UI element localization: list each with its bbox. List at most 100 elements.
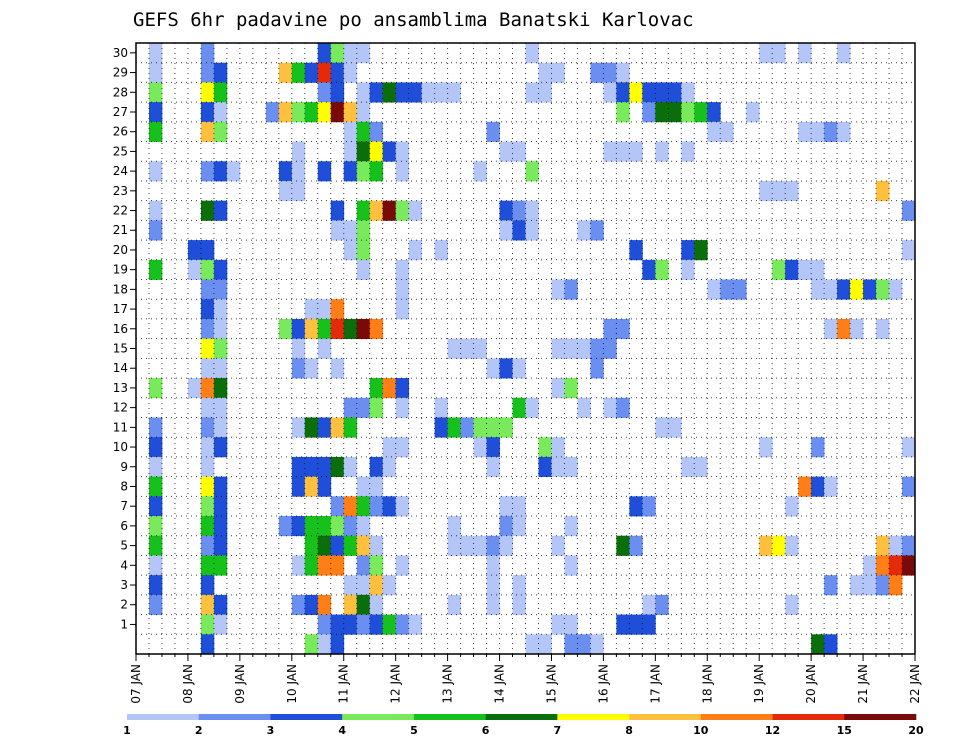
colorbar-label: 10 [693, 724, 709, 737]
precip-cell [291, 417, 306, 438]
y-tick-label: 20 [113, 243, 128, 257]
precip-cell [629, 496, 643, 517]
y-tick-label: 21 [113, 223, 128, 237]
precip-cell [317, 338, 332, 359]
precip-cell [356, 102, 371, 123]
precip-cell [356, 594, 371, 615]
precip-cell [616, 102, 630, 123]
precip-cell [772, 259, 786, 280]
colorbar-label: 4 [338, 724, 346, 737]
precip-cell [213, 62, 228, 83]
precip-cell [577, 634, 591, 655]
precip-cell [512, 358, 526, 379]
precip-cell [291, 456, 306, 478]
precip-cell [356, 161, 371, 182]
precip-cell [395, 161, 410, 182]
precip-cell [369, 318, 384, 340]
precip-cell [291, 180, 306, 202]
precip-cell [681, 82, 695, 103]
precip-cell [824, 575, 838, 596]
precip-cell [564, 614, 578, 635]
precip-cell [434, 397, 448, 418]
precip-cell [317, 43, 332, 64]
precip-cell [148, 259, 163, 280]
precip-cell [148, 437, 163, 458]
precip-cell [655, 417, 669, 438]
precip-cell [330, 43, 345, 64]
precip-cell [200, 594, 215, 615]
precip-cell [811, 279, 825, 300]
precip-cell [564, 516, 578, 537]
precip-cell [369, 82, 384, 103]
precip-cell [824, 121, 838, 142]
precip-cell [486, 535, 500, 556]
y-tick-label: 6 [120, 519, 128, 533]
precip-cell [317, 102, 332, 123]
precip-cell [395, 437, 410, 458]
precip-cell [902, 240, 916, 261]
precip-cell [811, 476, 825, 497]
precip-cell [330, 102, 345, 123]
precip-cell [395, 496, 410, 517]
precip-cell [473, 437, 487, 458]
precip-cell [343, 62, 358, 83]
precip-cell [447, 82, 461, 103]
precip-cell [616, 318, 630, 340]
precip-cell [512, 496, 526, 517]
precip-cell [291, 476, 306, 497]
precip-cell [746, 102, 760, 123]
precip-cell [200, 614, 215, 635]
precip-cell [837, 121, 851, 142]
precip-cell [213, 594, 228, 615]
precip-cell [499, 358, 513, 379]
precip-cell [291, 161, 306, 182]
precip-cell [551, 62, 565, 83]
precip-cell [798, 259, 812, 280]
precip-cell [590, 220, 604, 241]
precip-cell [265, 102, 280, 123]
precip-cell [590, 634, 604, 655]
precip-cell [304, 555, 319, 576]
precip-cell [343, 397, 358, 418]
precip-cell [213, 535, 228, 556]
precip-cell [603, 338, 617, 359]
precip-cell [408, 200, 423, 221]
precip-cell [213, 555, 228, 576]
colorbar-swatch [127, 714, 200, 720]
y-tick-label: 7 [120, 499, 128, 513]
precip-cell [317, 82, 332, 103]
precip-cell [304, 318, 319, 340]
precip-cell [902, 200, 916, 221]
precip-cell [616, 62, 630, 83]
precip-cell [603, 397, 617, 418]
precip-cell [798, 476, 812, 497]
precip-cell [629, 141, 643, 162]
precip-cell [525, 397, 539, 418]
precip-cell [759, 43, 773, 64]
precip-cell [213, 437, 228, 458]
precip-cell [525, 634, 539, 655]
precip-cell [187, 240, 202, 261]
colorbar-swatch [413, 714, 486, 720]
precip-cell [655, 102, 669, 123]
x-tick-label: 16 JAN [596, 664, 610, 704]
precip-cell [343, 161, 358, 182]
precip-cell [824, 279, 838, 300]
precip-cell [616, 614, 630, 635]
precip-cell [148, 82, 163, 103]
precip-cell [512, 200, 526, 221]
precip-cell [343, 594, 358, 615]
y-tick-label: 13 [113, 381, 128, 395]
precip-cell [473, 161, 487, 182]
precip-cell [330, 496, 345, 517]
precip-cell [200, 496, 215, 517]
precip-cell [343, 417, 358, 438]
y-tick-label: 9 [120, 460, 128, 474]
precip-cell [668, 102, 682, 123]
precip-cell [655, 82, 669, 103]
precip-cell [590, 62, 604, 83]
precip-cell [642, 496, 656, 517]
precip-cell [447, 417, 461, 438]
precip-cell [642, 594, 656, 615]
precip-cell [148, 220, 163, 241]
